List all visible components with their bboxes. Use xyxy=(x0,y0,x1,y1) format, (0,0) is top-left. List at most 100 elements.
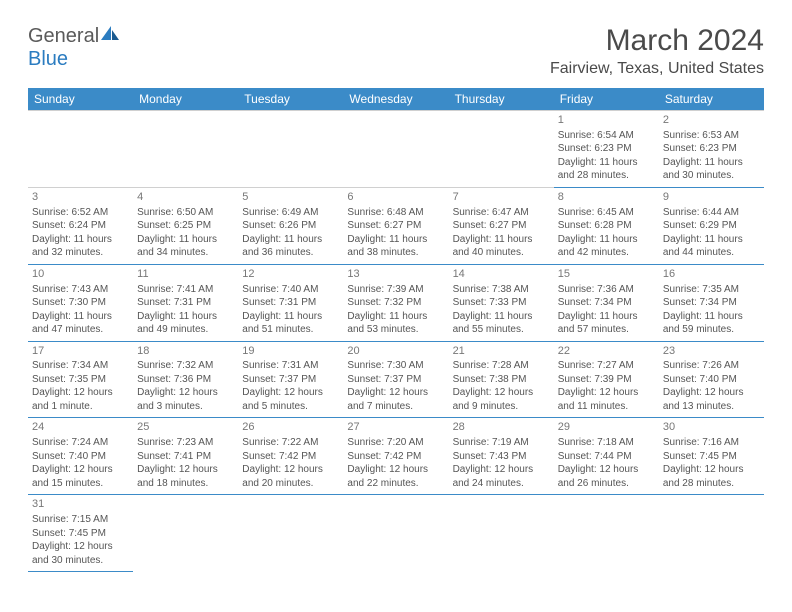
calendar-cell xyxy=(659,495,764,572)
daylight-line: Daylight: 11 hours and 34 minutes. xyxy=(137,233,234,260)
daylight-line: Daylight: 12 hours and 24 minutes. xyxy=(453,463,550,490)
calendar-cell xyxy=(449,111,554,188)
calendar-cell: 22Sunrise: 7:27 AMSunset: 7:39 PMDayligh… xyxy=(554,341,659,418)
day-number: 17 xyxy=(32,344,129,359)
sunrise-line: Sunrise: 7:30 AM xyxy=(347,359,444,373)
calendar-cell: 25Sunrise: 7:23 AMSunset: 7:41 PMDayligh… xyxy=(133,418,238,495)
sunset-line: Sunset: 7:35 PM xyxy=(32,373,129,387)
daylight-line: Daylight: 12 hours and 1 minute. xyxy=(32,386,129,413)
day-number: 20 xyxy=(347,344,444,359)
sunrise-line: Sunrise: 7:34 AM xyxy=(32,359,129,373)
sunrise-line: Sunrise: 6:54 AM xyxy=(558,129,655,143)
calendar-row: 3Sunrise: 6:52 AMSunset: 6:24 PMDaylight… xyxy=(28,187,764,264)
sunrise-line: Sunrise: 6:49 AM xyxy=(242,206,339,220)
daylight-line: Daylight: 11 hours and 40 minutes. xyxy=(453,233,550,260)
sunrise-line: Sunrise: 7:36 AM xyxy=(558,283,655,297)
title-block: March 2024 Fairview, Texas, United State… xyxy=(550,24,764,78)
sunrise-line: Sunrise: 7:23 AM xyxy=(137,436,234,450)
daylight-line: Daylight: 11 hours and 57 minutes. xyxy=(558,310,655,337)
day-number: 3 xyxy=(32,190,129,205)
sunset-line: Sunset: 7:34 PM xyxy=(663,296,760,310)
calendar-cell: 17Sunrise: 7:34 AMSunset: 7:35 PMDayligh… xyxy=(28,341,133,418)
sunrise-line: Sunrise: 7:43 AM xyxy=(32,283,129,297)
calendar-cell: 27Sunrise: 7:20 AMSunset: 7:42 PMDayligh… xyxy=(343,418,448,495)
sunset-line: Sunset: 7:34 PM xyxy=(558,296,655,310)
day-number: 23 xyxy=(663,344,760,359)
day-number: 22 xyxy=(558,344,655,359)
sunset-line: Sunset: 7:42 PM xyxy=(242,450,339,464)
sunrise-line: Sunrise: 6:52 AM xyxy=(32,206,129,220)
daylight-line: Daylight: 12 hours and 11 minutes. xyxy=(558,386,655,413)
sunrise-line: Sunrise: 6:47 AM xyxy=(453,206,550,220)
sunset-line: Sunset: 6:27 PM xyxy=(347,219,444,233)
sunrise-line: Sunrise: 7:28 AM xyxy=(453,359,550,373)
daylight-line: Daylight: 12 hours and 15 minutes. xyxy=(32,463,129,490)
calendar-cell: 23Sunrise: 7:26 AMSunset: 7:40 PMDayligh… xyxy=(659,341,764,418)
calendar-cell: 30Sunrise: 7:16 AMSunset: 7:45 PMDayligh… xyxy=(659,418,764,495)
daylight-line: Daylight: 11 hours and 47 minutes. xyxy=(32,310,129,337)
sunset-line: Sunset: 7:36 PM xyxy=(137,373,234,387)
calendar-cell xyxy=(554,495,659,572)
daylight-line: Daylight: 12 hours and 7 minutes. xyxy=(347,386,444,413)
sunrise-line: Sunrise: 7:38 AM xyxy=(453,283,550,297)
daylight-line: Daylight: 12 hours and 18 minutes. xyxy=(137,463,234,490)
sunrise-line: Sunrise: 6:45 AM xyxy=(558,206,655,220)
day-number: 29 xyxy=(558,420,655,435)
calendar-row: 31Sunrise: 7:15 AMSunset: 7:45 PMDayligh… xyxy=(28,495,764,572)
sunrise-line: Sunrise: 7:31 AM xyxy=(242,359,339,373)
day-number: 15 xyxy=(558,267,655,282)
location: Fairview, Texas, United States xyxy=(550,60,764,78)
sunrise-line: Sunrise: 6:44 AM xyxy=(663,206,760,220)
daylight-line: Daylight: 12 hours and 20 minutes. xyxy=(242,463,339,490)
calendar-cell: 1Sunrise: 6:54 AMSunset: 6:23 PMDaylight… xyxy=(554,111,659,188)
calendar-cell: 31Sunrise: 7:15 AMSunset: 7:45 PMDayligh… xyxy=(28,495,133,572)
daylight-line: Daylight: 12 hours and 22 minutes. xyxy=(347,463,444,490)
calendar-cell: 24Sunrise: 7:24 AMSunset: 7:40 PMDayligh… xyxy=(28,418,133,495)
daylight-line: Daylight: 12 hours and 26 minutes. xyxy=(558,463,655,490)
weekday-header: Monday xyxy=(133,88,238,111)
daylight-line: Daylight: 12 hours and 13 minutes. xyxy=(663,386,760,413)
daylight-line: Daylight: 11 hours and 30 minutes. xyxy=(663,156,760,183)
calendar-cell: 14Sunrise: 7:38 AMSunset: 7:33 PMDayligh… xyxy=(449,264,554,341)
daylight-line: Daylight: 11 hours and 36 minutes. xyxy=(242,233,339,260)
daylight-line: Daylight: 11 hours and 38 minutes. xyxy=(347,233,444,260)
sunrise-line: Sunrise: 7:24 AM xyxy=(32,436,129,450)
sunrise-line: Sunrise: 7:32 AM xyxy=(137,359,234,373)
daylight-line: Daylight: 11 hours and 28 minutes. xyxy=(558,156,655,183)
day-number: 1 xyxy=(558,113,655,128)
sunset-line: Sunset: 6:23 PM xyxy=(558,142,655,156)
day-number: 28 xyxy=(453,420,550,435)
daylight-line: Daylight: 11 hours and 42 minutes. xyxy=(558,233,655,260)
daylight-line: Daylight: 12 hours and 3 minutes. xyxy=(137,386,234,413)
sunset-line: Sunset: 7:30 PM xyxy=(32,296,129,310)
daylight-line: Daylight: 11 hours and 51 minutes. xyxy=(242,310,339,337)
daylight-line: Daylight: 11 hours and 32 minutes. xyxy=(32,233,129,260)
sunrise-line: Sunrise: 7:41 AM xyxy=(137,283,234,297)
sunset-line: Sunset: 7:31 PM xyxy=(137,296,234,310)
sunset-line: Sunset: 7:40 PM xyxy=(663,373,760,387)
weekday-header: Thursday xyxy=(449,88,554,111)
calendar-cell: 9Sunrise: 6:44 AMSunset: 6:29 PMDaylight… xyxy=(659,187,764,264)
sunrise-line: Sunrise: 7:27 AM xyxy=(558,359,655,373)
sunset-line: Sunset: 7:43 PM xyxy=(453,450,550,464)
daylight-line: Daylight: 12 hours and 5 minutes. xyxy=(242,386,339,413)
day-number: 26 xyxy=(242,420,339,435)
day-number: 14 xyxy=(453,267,550,282)
calendar-row: 1Sunrise: 6:54 AMSunset: 6:23 PMDaylight… xyxy=(28,111,764,188)
calendar-cell: 29Sunrise: 7:18 AMSunset: 7:44 PMDayligh… xyxy=(554,418,659,495)
calendar-cell xyxy=(133,495,238,572)
day-number: 5 xyxy=(242,190,339,205)
daylight-line: Daylight: 12 hours and 9 minutes. xyxy=(453,386,550,413)
brand-logo: GeneralBlue xyxy=(28,24,121,71)
brand-a: General xyxy=(28,25,99,47)
weekday-header: Sunday xyxy=(28,88,133,111)
brand-b: Blue xyxy=(28,48,68,70)
sunrise-line: Sunrise: 7:16 AM xyxy=(663,436,760,450)
calendar-cell xyxy=(343,495,448,572)
sunrise-line: Sunrise: 7:35 AM xyxy=(663,283,760,297)
calendar-cell: 11Sunrise: 7:41 AMSunset: 7:31 PMDayligh… xyxy=(133,264,238,341)
calendar-row: 10Sunrise: 7:43 AMSunset: 7:30 PMDayligh… xyxy=(28,264,764,341)
daylight-line: Daylight: 11 hours and 49 minutes. xyxy=(137,310,234,337)
weekday-header: Friday xyxy=(554,88,659,111)
day-number: 16 xyxy=(663,267,760,282)
